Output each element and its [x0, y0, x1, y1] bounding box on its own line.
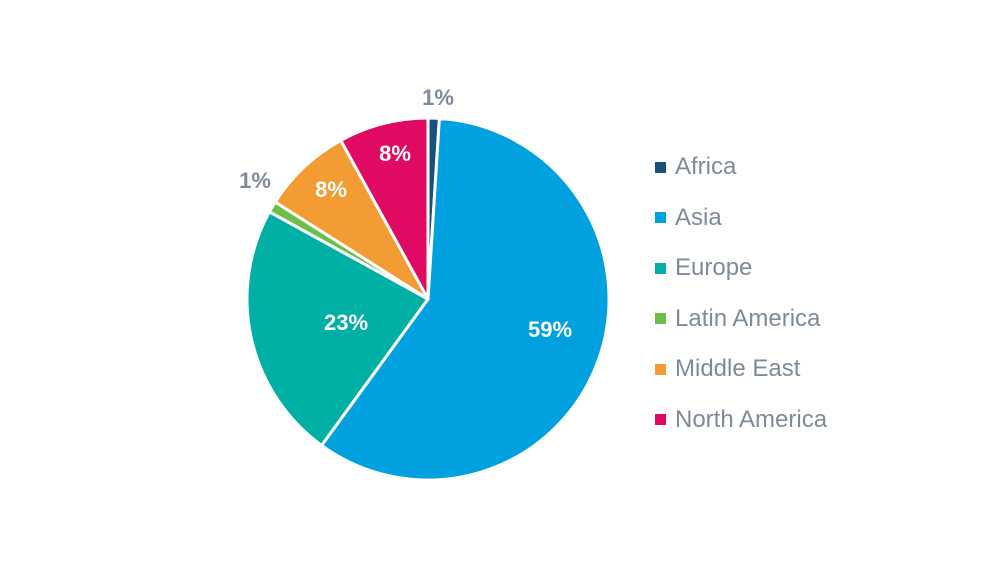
- slice-label-africa: 1%: [422, 85, 454, 110]
- legend-label-latin-america: Latin America: [675, 304, 821, 332]
- pie-slice-north-america: [339, 116, 430, 301]
- legend-item-middle-east: Middle East: [655, 344, 827, 395]
- slice-label-latin-america: 1%: [239, 168, 271, 193]
- legend-swatch-latin-america: [655, 313, 666, 325]
- pie-slice-asia: [320, 116, 611, 482]
- legend: Africa Asia Europe Latin America Middle East…: [655, 142, 827, 445]
- legend-label-north-america: North America: [675, 405, 828, 433]
- slice-label-north-america: 8%: [379, 141, 411, 166]
- slice-label-asia: 59%: [528, 317, 572, 342]
- legend-label-africa: Africa: [675, 153, 737, 181]
- legend-item-north-america: North America: [655, 395, 827, 446]
- slice-label-europe: 23%: [324, 310, 368, 335]
- legend-item-latin-america: Latin America: [655, 294, 827, 345]
- legend-swatch-asia: [655, 212, 666, 224]
- legend-item-asia: Asia: [655, 193, 827, 244]
- legend-swatch-north-america: [655, 414, 666, 426]
- legend-swatch-africa: [655, 161, 666, 173]
- legend-swatch-europe: [655, 262, 666, 274]
- pie-slice-middle-east: [273, 138, 430, 301]
- legend-item-africa: Africa: [655, 142, 827, 193]
- pie-slice-europe: [245, 210, 430, 447]
- legend-swatch-middle-east: [655, 363, 666, 375]
- legend-label-asia: Asia: [675, 203, 722, 231]
- slice-label-middle-east: 8%: [315, 177, 347, 202]
- legend-item-europe: Europe: [655, 243, 827, 294]
- legend-label-middle-east: Middle East: [675, 355, 801, 383]
- legend-label-europe: Europe: [675, 254, 753, 282]
